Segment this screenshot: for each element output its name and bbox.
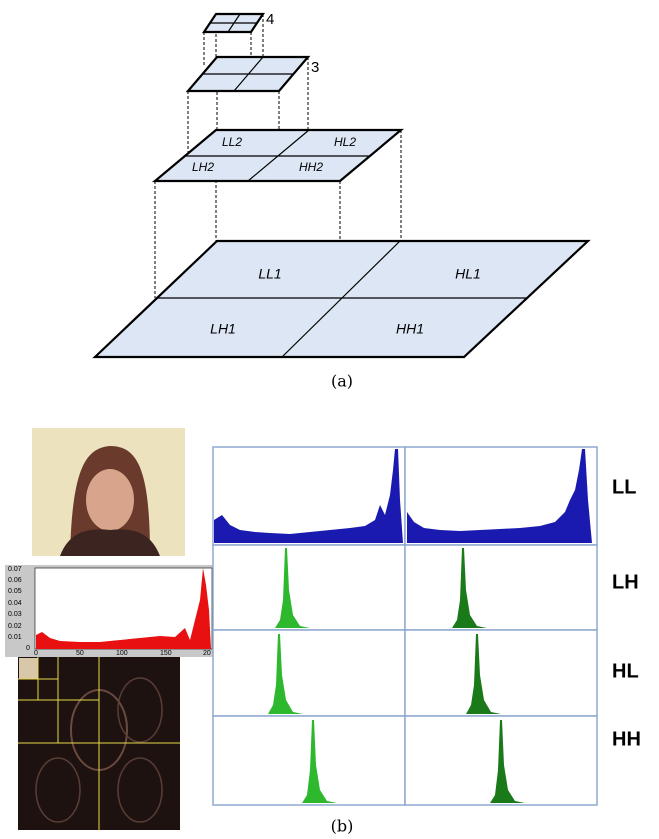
level-1: LL1 HL1 LH1 HH1	[95, 241, 588, 357]
red-histogram: 0.07 0.06 0.05 0.04 0.03 0.02 0.01 0 0 5…	[5, 565, 213, 657]
level-4: 4	[204, 11, 274, 32]
tick-label: 0.07	[8, 566, 22, 573]
tick-label: 20	[203, 650, 211, 657]
subband-label: HH2	[299, 160, 323, 174]
tick-label: 0	[26, 645, 30, 652]
subband-label: HH1	[396, 321, 424, 337]
subband-label: HL1	[455, 266, 481, 282]
level-2: LL2 HL2 LH2 HH2	[155, 130, 401, 181]
row-label: LH	[612, 571, 639, 593]
tick-label: 50	[76, 650, 84, 657]
figure: LL1 HL1 LH1 HH1 LL2 HL2 LH2 HH2 3 4 (a)	[0, 0, 659, 839]
level-label: 4	[266, 11, 274, 28]
subband-label: LL1	[258, 266, 281, 282]
face-image	[32, 428, 185, 556]
caption: (a)	[331, 372, 353, 391]
tick-label: 150	[160, 650, 172, 657]
tick-label: 100	[116, 650, 128, 657]
tick-label: 0.06	[8, 577, 22, 584]
subband-label: LH2	[192, 160, 214, 174]
subband-label: LH1	[210, 321, 236, 337]
level-label: 3	[311, 59, 319, 76]
histogram-grid	[213, 447, 597, 805]
tick-label: 0.02	[8, 623, 22, 630]
tick-label: 0.05	[8, 588, 22, 595]
subband-label: LL2	[222, 135, 242, 149]
row-label: HL	[612, 660, 639, 682]
subband-label: HL2	[334, 135, 356, 149]
tick-label: 0	[34, 650, 38, 657]
tick-label: 0.04	[8, 600, 22, 607]
caption: (b)	[331, 817, 354, 836]
tick-label: 0.01	[8, 634, 22, 641]
tick-label: 0.03	[8, 611, 22, 618]
level-3: 3	[188, 57, 319, 91]
row-label: HH	[612, 728, 641, 750]
wavelet-image	[18, 657, 180, 830]
row-label: LL	[612, 476, 636, 498]
